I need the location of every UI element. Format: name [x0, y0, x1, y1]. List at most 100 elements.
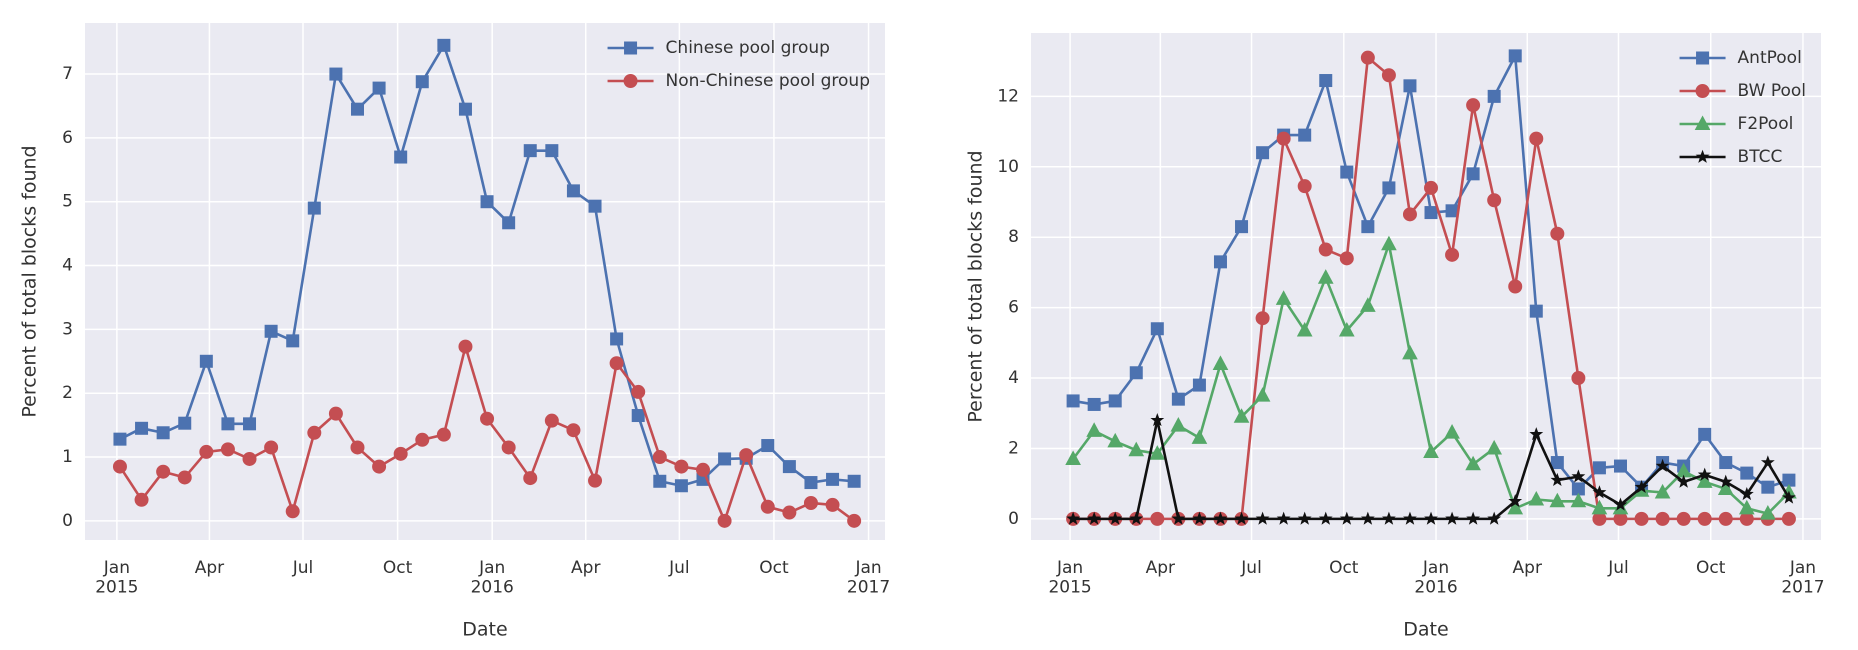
- marker: [1129, 511, 1144, 525]
- marker: [1255, 511, 1270, 525]
- marker: [825, 497, 840, 512]
- marker: [1339, 251, 1354, 266]
- marker: [1066, 394, 1080, 408]
- y-axis-label: Percent of total blocks found: [19, 145, 41, 417]
- y-tick-label: 7: [62, 64, 73, 84]
- marker: [1529, 427, 1544, 441]
- marker: [156, 426, 170, 440]
- x-tick-label: Jan 2015: [95, 558, 138, 598]
- marker: [674, 459, 689, 474]
- y-tick-label: 6: [1008, 298, 1019, 318]
- y-tick-label: 0: [62, 511, 73, 531]
- marker: [1254, 387, 1271, 402]
- marker: [1613, 497, 1628, 511]
- marker: [1234, 511, 1249, 525]
- marker: [566, 184, 580, 198]
- marker: [1108, 394, 1122, 408]
- marker: [760, 499, 775, 514]
- marker: [286, 334, 300, 348]
- marker: [1171, 511, 1186, 525]
- y-tick-label: 4: [62, 256, 73, 276]
- marker: [1528, 490, 1545, 506]
- marker: [566, 423, 581, 438]
- marker: [1695, 84, 1710, 98]
- marker: [1212, 355, 1229, 370]
- marker: [1550, 456, 1564, 470]
- marker: [523, 471, 538, 486]
- marker: [1529, 304, 1543, 318]
- marker: [1297, 179, 1312, 194]
- marker: [523, 144, 537, 158]
- y-tick-label: 3: [62, 319, 73, 339]
- y-tick-label: 8: [1008, 227, 1019, 247]
- x-tick-label: Apr: [571, 558, 600, 578]
- marker: [178, 416, 192, 430]
- y-tick-label: 2: [1008, 438, 1019, 458]
- marker: [480, 411, 495, 426]
- marker: [1718, 511, 1733, 526]
- y-tick-label: 1: [62, 447, 73, 467]
- marker: [739, 448, 754, 463]
- marker: [1444, 424, 1460, 439]
- marker: [458, 339, 473, 354]
- marker: [1676, 474, 1691, 488]
- marker: [545, 144, 559, 158]
- marker: [1150, 511, 1165, 526]
- x-tick-label: Oct: [383, 558, 413, 578]
- marker: [134, 492, 149, 507]
- marker: [1466, 167, 1480, 181]
- marker: [1508, 494, 1523, 508]
- marker: [717, 513, 732, 528]
- marker: [718, 452, 732, 466]
- marker: [1508, 49, 1522, 63]
- marker: [1634, 511, 1649, 526]
- marker: [544, 413, 559, 428]
- x-tick-label: Oct: [1329, 558, 1359, 578]
- marker: [220, 442, 235, 457]
- marker: [264, 440, 279, 455]
- marker: [1570, 492, 1587, 508]
- marker: [1213, 511, 1228, 525]
- marker: [1694, 115, 1711, 130]
- marker: [1445, 511, 1459, 525]
- marker: [1761, 480, 1775, 494]
- marker: [1403, 79, 1417, 93]
- marker: [1466, 511, 1481, 525]
- marker: [1402, 207, 1417, 222]
- marker: [1571, 371, 1586, 386]
- marker: [221, 417, 235, 431]
- marker: [588, 199, 602, 213]
- marker: [1192, 511, 1207, 525]
- marker: [1676, 511, 1691, 526]
- marker: [631, 409, 645, 423]
- marker: [1529, 131, 1544, 146]
- marker: [1170, 417, 1187, 432]
- marker: [1487, 511, 1502, 525]
- x-tick-label: Jul: [1607, 558, 1629, 578]
- marker: [1696, 473, 1713, 488]
- marker: [1486, 439, 1503, 455]
- marker: [1591, 499, 1608, 515]
- marker: [1360, 297, 1376, 312]
- marker: [285, 504, 300, 519]
- marker: [1738, 499, 1755, 515]
- marker: [1466, 98, 1481, 113]
- marker: [1338, 321, 1355, 337]
- marker: [674, 479, 688, 493]
- x-tick-label: Jul: [1240, 558, 1262, 578]
- marker: [1739, 486, 1754, 501]
- marker: [350, 102, 364, 116]
- marker: [1550, 472, 1565, 487]
- marker: [1233, 408, 1250, 423]
- marker: [1423, 443, 1439, 458]
- plot-area: [85, 23, 885, 540]
- x-tick-label: Apr: [1513, 558, 1542, 578]
- y-axis-label: Percent of total blocks found: [965, 150, 987, 422]
- marker: [1340, 165, 1354, 179]
- marker: [1255, 311, 1270, 326]
- legend-label: AntPool: [1738, 48, 1802, 68]
- marker: [1296, 321, 1313, 337]
- marker: [1740, 466, 1754, 480]
- marker: [1065, 450, 1081, 466]
- marker: [761, 439, 775, 453]
